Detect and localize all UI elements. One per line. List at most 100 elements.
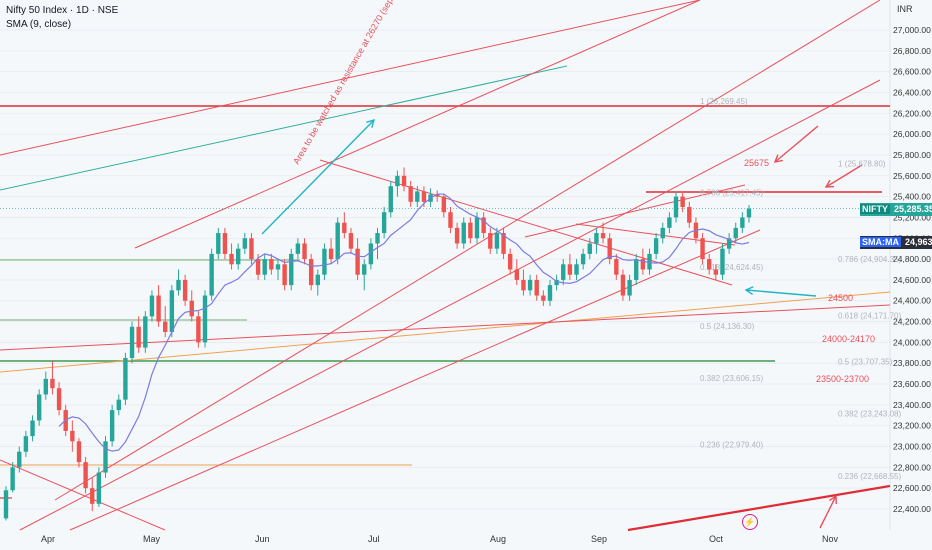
candle-body [368, 243, 374, 265]
arrow-up-cyan-head [366, 118, 376, 128]
candle-body [50, 378, 55, 389]
arrow-down-red-2-head [824, 179, 835, 188]
fib-label: 0.618 (24,171.70) [838, 311, 901, 320]
y-tick-label: 22,800.00 [893, 462, 931, 472]
chart-legend[interactable]: Nifty 50 Index · 1D · NSE SMA (9, close) [6, 4, 118, 32]
candle-body [83, 462, 88, 489]
symbol-title[interactable]: Nifty 50 Index · 1D · NSE [6, 5, 119, 16]
candle-body [123, 358, 128, 400]
indicator-label[interactable]: SMA (9, close) [6, 19, 72, 30]
y-tick-label: 23,400.00 [893, 400, 931, 410]
trendline-support-rising [69, 229, 761, 531]
candle-body [176, 279, 181, 291]
arrow-left-cyan-head [744, 286, 754, 296]
candle-body [109, 410, 115, 442]
label-24500[interactable]: 24500 [828, 293, 853, 303]
candle-body [620, 274, 626, 296]
y-tick-label: 26,400.00 [893, 87, 931, 97]
x-tick-label: Jul [368, 534, 380, 544]
candle-body [229, 253, 234, 265]
arrow-up-cyan [261, 119, 375, 235]
y-tick-label: 25,600.00 [893, 171, 931, 181]
candle-body [342, 222, 347, 234]
y-tick-label: 24,400.00 [893, 296, 931, 306]
candle-body [746, 208, 752, 218]
candle-body [209, 253, 214, 296]
nifty-label: NIFTY [860, 204, 890, 214]
candle-body [667, 217, 672, 228]
candle-body [514, 269, 520, 280]
lightning-icon[interactable]: ⚡ [742, 514, 758, 530]
y-tick-label: 22,400.00 [893, 504, 931, 514]
candle-body [448, 212, 453, 228]
candle-body [17, 451, 22, 468]
candle-body [488, 233, 493, 249]
candle-body [96, 472, 102, 504]
candle-body [594, 233, 599, 244]
label-23500-23700[interactable]: 23500-23700 [816, 374, 869, 384]
x-tick-label: May [143, 534, 161, 544]
candle-body [527, 279, 533, 291]
candle-body [647, 253, 652, 270]
fib-label: 0.786 (24,904.35) [838, 255, 901, 264]
candle-body [249, 238, 254, 260]
fib-labels: 1 (26,269.45) 1 (25,678.80) 0.786 (25,417.… [700, 97, 901, 481]
arrow-down-red-1 [774, 125, 819, 163]
candle-body [541, 295, 546, 301]
candle-body [726, 238, 732, 249]
fib-label: 1 (26,269.45) [700, 97, 748, 106]
y-tick-label: 24,000.00 [893, 337, 931, 347]
candle-body [3, 490, 9, 519]
candle-body [587, 243, 592, 254]
arrow-left-cyan [745, 289, 817, 297]
price-badge-nifty: NIFTY 25,285.35 [860, 203, 932, 216]
candle-body [567, 264, 573, 275]
candle-body [700, 238, 705, 260]
candle-body [308, 259, 314, 286]
candle-body [23, 436, 29, 452]
x-tick-label: Jun [255, 534, 270, 544]
arrow-up-red-head [829, 494, 837, 505]
drawings[interactable] [0, 0, 891, 532]
y-tick-label: 23,000.00 [893, 442, 931, 452]
candle-body [687, 207, 692, 223]
label-24000-24170[interactable]: 24000-24170 [822, 334, 875, 344]
candle-body [156, 295, 161, 322]
y-tick-label: 24,200.00 [893, 317, 931, 327]
candle-body [421, 191, 427, 202]
candle-body [295, 243, 301, 254]
candle-body [408, 186, 413, 202]
candle-body [507, 253, 513, 270]
candle-body [461, 222, 466, 244]
candle-body [733, 227, 738, 239]
trendline-sep-top [524, 184, 746, 238]
x-tick-label: Sep [591, 534, 607, 544]
price-axis[interactable]: 22,400.00 22,600.00 22,800.00 23,000.00 23,2… [889, 0, 931, 530]
candle-body [269, 259, 274, 270]
trendline-falling-apr [0, 459, 166, 531]
sma-line [58, 193, 750, 452]
candle-body [70, 430, 75, 442]
candle-body [401, 175, 407, 187]
candle-body [335, 222, 340, 260]
fib-label: 0.5 (23,707.35) [838, 357, 893, 366]
candle-body [262, 259, 267, 275]
candle-body [673, 196, 679, 218]
fib-label: 0.786 (25,417.45) [700, 189, 763, 198]
fib-label: 0.382 (23,243.08) [838, 409, 901, 418]
candle-body [136, 326, 141, 348]
fib-label: 0.236 (22,668.55) [838, 472, 901, 481]
candle-body [76, 441, 82, 463]
y-tick-label: 24,800.00 [893, 254, 931, 264]
time-axis[interactable]: Apr May Jun Jul Aug Sep Oct Nov [41, 534, 839, 544]
candle-body [574, 264, 579, 275]
fib-label: 0.236 (22,979.40) [700, 441, 763, 450]
candle-body [322, 248, 327, 275]
trendline-sep-inner [575, 223, 736, 246]
label-25675[interactable]: 25675 [744, 158, 769, 168]
trendline-channel-mid [54, 0, 881, 501]
candle-body [348, 233, 354, 249]
sma-polyline [58, 193, 750, 452]
